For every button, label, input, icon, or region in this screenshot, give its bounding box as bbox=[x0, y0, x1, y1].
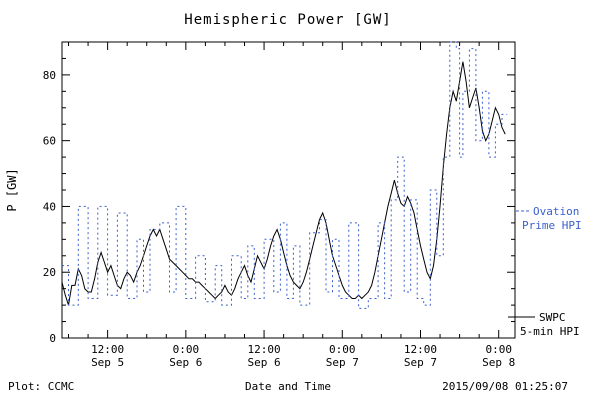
series-swpc-5min-hpi bbox=[61, 61, 506, 306]
x-tick-date-label: Sep 6 bbox=[247, 356, 280, 369]
ovation-legend-label-line1: Ovation bbox=[533, 205, 579, 218]
x-tick-date-label: Sep 5 bbox=[91, 356, 124, 369]
x-tick-time-label: 12:00 bbox=[404, 343, 437, 356]
x-tick-date-label: Sep 7 bbox=[404, 356, 437, 369]
plot-timestamp: 2015/09/08 01:25:07 bbox=[442, 380, 568, 393]
y-tick-label: 80 bbox=[43, 69, 56, 82]
x-axis-label: Date and Time bbox=[245, 380, 331, 393]
swpc-legend-label-line2: 5-min HPI bbox=[520, 325, 580, 338]
y-tick-label: 0 bbox=[49, 332, 56, 345]
x-tick-time-label: 0:00 bbox=[173, 343, 200, 356]
y-tick-label: 40 bbox=[43, 200, 56, 213]
y-tick-label: 60 bbox=[43, 135, 56, 148]
swpc-legend-label-line1: SWPC bbox=[539, 311, 566, 324]
ovation-legend-label-line2: Prime HPI bbox=[522, 219, 582, 232]
x-tick-time-label: 12:00 bbox=[91, 343, 124, 356]
series-ovation-prime-hpi bbox=[62, 41, 508, 309]
x-tick-time-label: 0:00 bbox=[485, 343, 512, 356]
y-axis-label: P [GW] bbox=[5, 168, 19, 211]
x-tick-date-label: Sep 7 bbox=[326, 356, 359, 369]
x-tick-time-label: 12:00 bbox=[247, 343, 280, 356]
x-tick-date-label: Sep 6 bbox=[169, 356, 202, 369]
plot-border bbox=[61, 41, 516, 339]
x-tick-time-label: 0:00 bbox=[329, 343, 356, 356]
y-tick-label: 20 bbox=[43, 266, 56, 279]
plot-source-label: Plot: CCMC bbox=[8, 380, 74, 393]
chart-title: Hemispheric Power [GW] bbox=[184, 12, 391, 28]
x-tick-date-label: Sep 8 bbox=[482, 356, 515, 369]
